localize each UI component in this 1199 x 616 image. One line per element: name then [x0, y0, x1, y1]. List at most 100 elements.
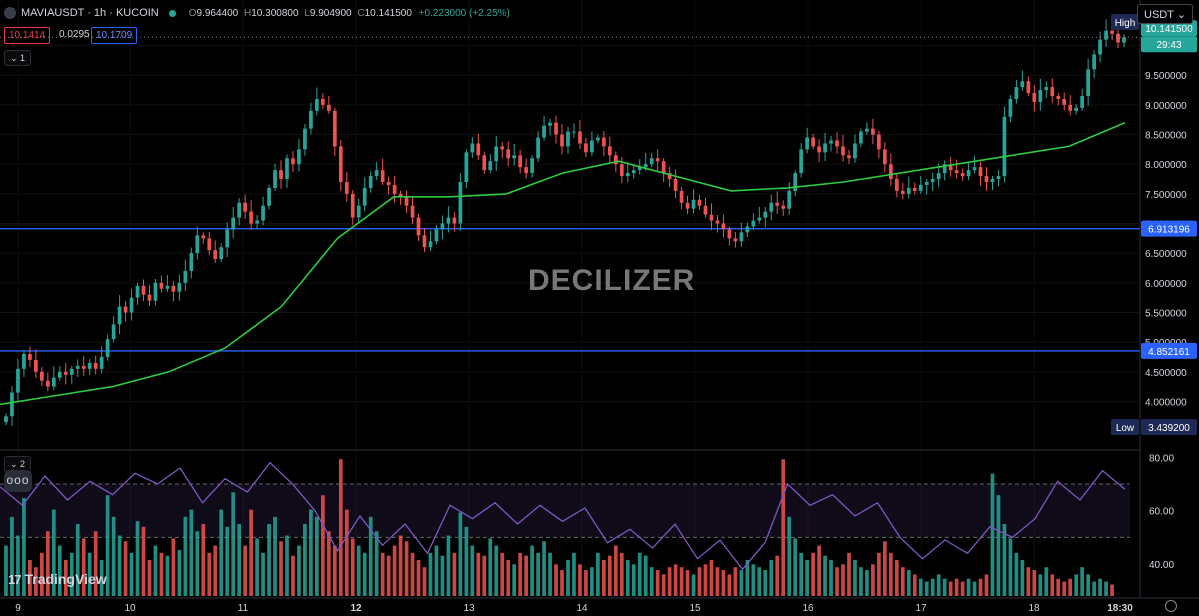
volume-bar [602, 560, 606, 596]
volume-bar [1074, 574, 1079, 596]
volume-bar [416, 560, 421, 596]
candle-body [1110, 30, 1114, 34]
volume-bar [177, 549, 182, 596]
volume-bar [619, 552, 624, 596]
high-tag [1111, 14, 1139, 30]
more-options-button[interactable]: ooo [4, 470, 32, 492]
candle-body [440, 223, 445, 230]
candle-body [392, 184, 397, 194]
candle-body [458, 182, 463, 224]
candle-body [900, 190, 905, 194]
candle-body [584, 143, 588, 153]
candle-body [356, 205, 361, 218]
volume-bar [841, 564, 845, 596]
time-axis[interactable]: 9 10 11 12 13 14 15 16 17 18 18:30 [15, 603, 1133, 614]
main-pane-toggle[interactable]: ⌄ 1 [4, 50, 32, 66]
candle-body [350, 193, 355, 218]
candle-body [883, 149, 887, 165]
candle-body [602, 137, 606, 147]
volume-bar [631, 564, 636, 596]
candle-body [344, 182, 349, 194]
volume-bar [350, 538, 355, 596]
volume-bar [99, 560, 104, 596]
candle-body [249, 211, 253, 224]
volume-bar [362, 552, 367, 596]
volume-bar [673, 564, 678, 596]
volume-bar [745, 560, 750, 596]
volume-bar [4, 545, 8, 596]
volume-bar [966, 578, 971, 596]
volume-bar [51, 509, 56, 596]
volume-bar [865, 570, 869, 596]
candle-body [93, 362, 98, 369]
candle-body [631, 170, 636, 174]
candle-body [691, 199, 696, 209]
volume-bar [392, 545, 397, 596]
candle-body [201, 235, 206, 239]
volume-bar [912, 574, 917, 596]
candle-body [147, 294, 152, 301]
volume-bar [560, 570, 564, 596]
volume-bar [1050, 574, 1055, 596]
volume-bar [93, 531, 98, 596]
candle-body [793, 173, 798, 191]
candle-body [1098, 39, 1102, 55]
volume-bar [703, 564, 708, 596]
candle-body [22, 354, 26, 369]
volume-bar [386, 555, 391, 596]
candle-body [721, 223, 726, 230]
candle-body [237, 202, 242, 218]
volume-bar [1026, 567, 1031, 596]
volume-bar [823, 555, 827, 596]
volume-bar [733, 567, 738, 596]
settings-icon[interactable] [1165, 600, 1177, 612]
currency-select[interactable]: USDT ⌄ [1137, 4, 1193, 24]
volume-bar [1068, 578, 1073, 596]
ask-price[interactable]: 10.1709 [91, 27, 138, 44]
volume-bar [261, 552, 265, 596]
candle-body [261, 205, 265, 221]
volume-bar [811, 552, 815, 596]
symbol-logo-icon [4, 7, 16, 19]
bid-price[interactable]: 10.1414 [4, 27, 51, 44]
hline-price-tag [1141, 220, 1197, 237]
volume-bar [476, 552, 481, 596]
candle-body [673, 179, 678, 191]
symbol-title[interactable]: MAVIAUSDT · 1h · KUCOIN [21, 7, 159, 19]
volume-bar [291, 555, 295, 596]
volume-bar [685, 570, 690, 596]
candle-body [530, 158, 534, 174]
rsi-band-fill [0, 484, 1130, 538]
tradingview-logo[interactable]: 17 TradingView [8, 571, 107, 587]
candle-body [255, 220, 259, 224]
candle-body [1014, 87, 1019, 99]
price-tick-label: 6.500000 [1145, 249, 1187, 260]
volume-bar [201, 524, 206, 596]
price-tick-label: 4.000000 [1145, 397, 1187, 408]
volume-bar [482, 555, 487, 596]
open-value: 9.964400 [196, 7, 239, 19]
candle-body [823, 143, 827, 153]
candle-body [111, 324, 116, 340]
candle-body [566, 131, 570, 147]
candle-body [321, 98, 325, 105]
volume-bar [506, 560, 511, 596]
volume-bar [45, 531, 50, 596]
volume-bar [464, 526, 469, 596]
candle-body [847, 155, 851, 159]
volume-bar [297, 545, 301, 596]
volume-bar [1014, 552, 1019, 596]
volume-bar [853, 560, 857, 596]
candle-body [189, 253, 194, 271]
volume-bar [434, 545, 439, 596]
candle-body [105, 339, 110, 357]
volume-bar [344, 509, 349, 596]
volume-bar [207, 552, 212, 596]
volume-bar [972, 581, 977, 596]
candle-body [63, 371, 68, 375]
candle-body [34, 359, 38, 372]
volume-bar [948, 581, 953, 596]
candle-body [416, 217, 421, 236]
volume-bar [990, 473, 995, 596]
